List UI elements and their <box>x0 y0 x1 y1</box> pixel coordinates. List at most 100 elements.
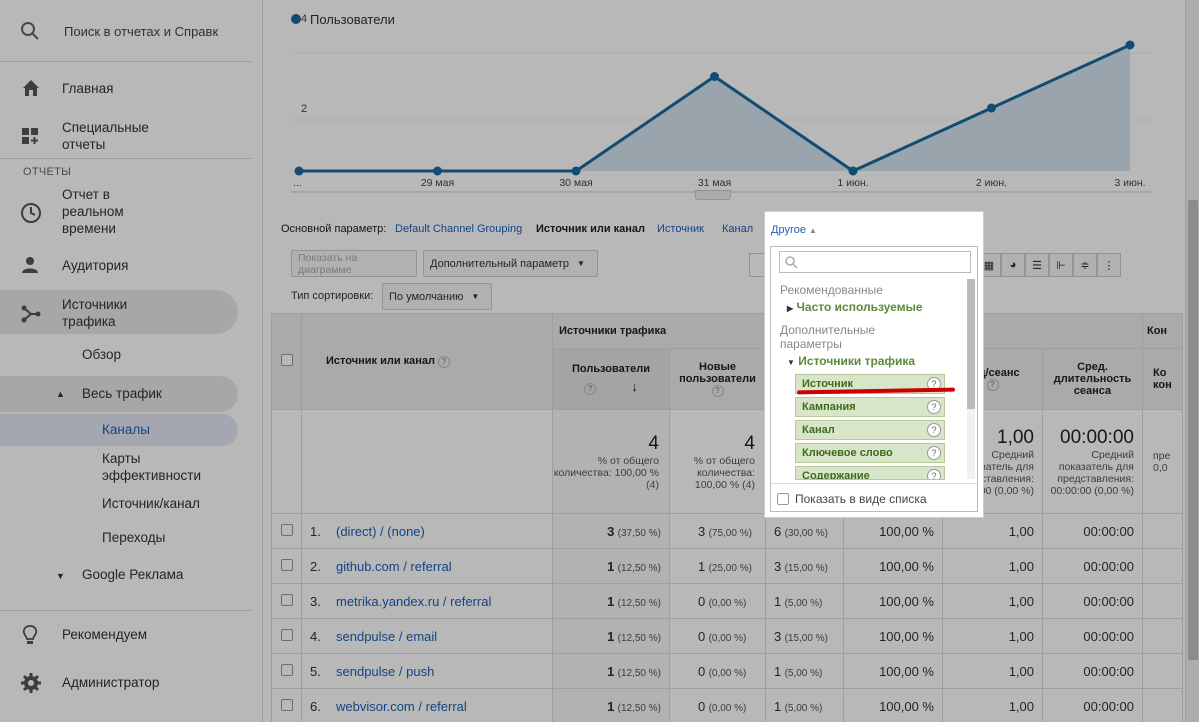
data-point[interactable] <box>710 72 719 81</box>
nav-source-medium[interactable]: Источник/канал <box>102 496 200 511</box>
nav-overview[interactable]: Обзор <box>82 347 121 362</box>
list-view-option[interactable]: Показать в виде списка <box>771 483 977 513</box>
dim-item-medium[interactable]: Канал? <box>795 420 945 440</box>
page-scrollbar[interactable] <box>1185 0 1199 722</box>
row-checkbox[interactable] <box>280 698 293 711</box>
sort-dropdown[interactable]: По умолчанию ▼ <box>382 283 492 310</box>
nav-custom-reports[interactable]: Специальные отчеты <box>0 118 253 154</box>
dim-source-medium[interactable]: Источник или канал <box>536 223 646 235</box>
row-source-link[interactable]: sendpulse / email <box>336 628 438 644</box>
chart-collapse-tab[interactable] <box>695 190 731 200</box>
help-icon[interactable]: ? <box>927 423 941 437</box>
compare-view-icon[interactable]: ⊩ <box>1049 253 1073 277</box>
nav-treemaps[interactable]: Карты эффективности <box>102 451 202 483</box>
help-icon[interactable]: ? <box>927 400 941 414</box>
nav-admin[interactable]: Администратор <box>0 672 253 694</box>
col-users-header[interactable]: Пользователи? ↓ <box>552 348 670 410</box>
group-acquisition-label: Источники трафика <box>798 354 916 368</box>
x-tick-label: 31 мая <box>698 177 731 189</box>
group-additional: Дополнительные параметры <box>780 323 875 351</box>
dim-header[interactable]: Источник или канал ? <box>301 313 553 410</box>
nav-custom-reports-label: Специальные отчеты <box>62 120 149 152</box>
help-icon[interactable]: ? <box>927 446 941 460</box>
row-source-link[interactable]: sendpulse / push <box>336 663 435 679</box>
row-users: 1 <box>607 593 615 609</box>
nav-acquisition-label: Источники трафика <box>62 297 128 329</box>
col-duration-header[interactable]: Сред. длительность сеанса <box>1042 348 1143 410</box>
dim-default-channel[interactable]: Default Channel Grouping <box>395 223 523 235</box>
bar-view-icon[interactable]: ☰ <box>1025 253 1049 277</box>
row-users: 1 <box>607 628 615 644</box>
sidebar-search[interactable]: Поиск в отчетах и Справк <box>0 0 253 62</box>
search-icon <box>785 256 798 269</box>
nav-google-ads[interactable]: Google Реклама <box>82 567 184 582</box>
data-point[interactable] <box>987 103 996 113</box>
dim-item-keyword[interactable]: Ключевое слово? <box>795 443 945 463</box>
nav-discover[interactable]: Рекомендуем <box>0 624 253 646</box>
row-duration: 00:00:00 <box>1083 628 1134 644</box>
nav-all-traffic[interactable]: Весь трафик <box>82 386 162 401</box>
group-acquisition[interactable]: ▼ Источники трафика <box>787 354 915 368</box>
dim-medium[interactable]: Канал <box>722 223 754 235</box>
nav-acquisition[interactable]: Источники трафика <box>0 295 253 331</box>
data-point[interactable] <box>433 166 442 176</box>
help-icon[interactable]: ? <box>584 382 597 395</box>
row-source-link[interactable]: github.com / referral <box>336 558 452 574</box>
dropdown-scrollbar-thumb[interactable] <box>967 279 975 409</box>
data-point[interactable] <box>848 166 858 176</box>
row-source-link[interactable]: metrika.yandex.ru / referral <box>336 593 492 609</box>
table-row: 4. sendpulse / email 1 (12,50 %) 0 (0,00 %)… <box>271 618 1183 654</box>
dropdown-scrollbar[interactable] <box>967 279 975 479</box>
data-point[interactable] <box>294 166 304 176</box>
data-point[interactable] <box>571 166 581 176</box>
list-view-checkbox[interactable] <box>777 492 789 505</box>
data-point[interactable] <box>1125 40 1135 50</box>
help-icon[interactable]: ? <box>927 469 941 479</box>
row-index: 3. <box>310 593 321 609</box>
row-sessions-pct: (15,00 %) <box>784 562 828 574</box>
row-checkbox[interactable] <box>280 558 293 571</box>
other-tab[interactable]: Другое ▲ <box>771 224 817 236</box>
nav-referrals[interactable]: Переходы <box>102 530 166 545</box>
dim-item-content[interactable]: Содержание? <box>795 466 945 480</box>
divider <box>0 158 253 159</box>
secondary-dim-dropdown[interactable]: Дополнительный параметр ▼ <box>423 250 598 277</box>
group-frequent[interactable]: ▶ Часто используемые <box>787 300 923 314</box>
series-area <box>299 45 1130 171</box>
dimension-search-input[interactable] <box>779 251 971 273</box>
col-conv-header[interactable]: Ко кон <box>1142 348 1183 410</box>
pie-view-icon[interactable]: ◕ <box>1001 253 1025 277</box>
col-new-users-header[interactable]: Новые пользователи? <box>669 348 766 410</box>
row-source-link[interactable]: webvisor.com / referral <box>336 698 467 714</box>
nav-realtime[interactable]: Отчет в реальном времени <box>0 186 253 240</box>
select-all-checkbox[interactable] <box>280 354 293 366</box>
help-icon[interactable]: ? <box>711 385 724 398</box>
row-checkbox[interactable] <box>280 523 293 536</box>
row-new-users-pct: (75,00 %) <box>708 527 752 539</box>
row-duration: 00:00:00 <box>1083 558 1134 574</box>
sort-arrow-icon: ↓ <box>631 379 638 395</box>
view-switcher: ▦ ◕ ☰ ⊩ ≑ ⋮ <box>977 253 1121 277</box>
nav-audience[interactable]: Аудитория <box>0 255 253 277</box>
group-conv-header: Кон <box>1142 313 1183 349</box>
row-checkbox[interactable] <box>280 663 293 676</box>
nav-channels[interactable]: Каналы <box>102 422 150 437</box>
pivot-view-icon[interactable]: ⋮ <box>1097 253 1121 277</box>
dim-item-campaign[interactable]: Кампания? <box>795 397 945 417</box>
help-icon[interactable]: ? <box>986 379 999 392</box>
help-icon[interactable]: ? <box>438 355 451 368</box>
x-tick-label: 1 июн. <box>837 177 868 189</box>
row-sessions: 1 <box>774 698 782 714</box>
row-index: 1. <box>310 523 321 539</box>
row-checkbox[interactable] <box>280 593 293 606</box>
y-tick-label: 2 <box>301 103 307 115</box>
row-source-link[interactable]: (direct) / (none) <box>336 523 425 539</box>
dim-source[interactable]: Источник <box>657 223 704 235</box>
nav-home[interactable]: Главная <box>0 78 253 100</box>
row-bounce: 100,00 % <box>879 523 934 539</box>
row-sessions: 1 <box>774 663 782 679</box>
plot-rows-button[interactable]: Показать на диаграмме <box>291 250 417 277</box>
row-checkbox[interactable] <box>280 628 293 641</box>
term-cloud-icon[interactable]: ≑ <box>1073 253 1097 277</box>
page-scrollbar-thumb[interactable] <box>1188 200 1198 660</box>
